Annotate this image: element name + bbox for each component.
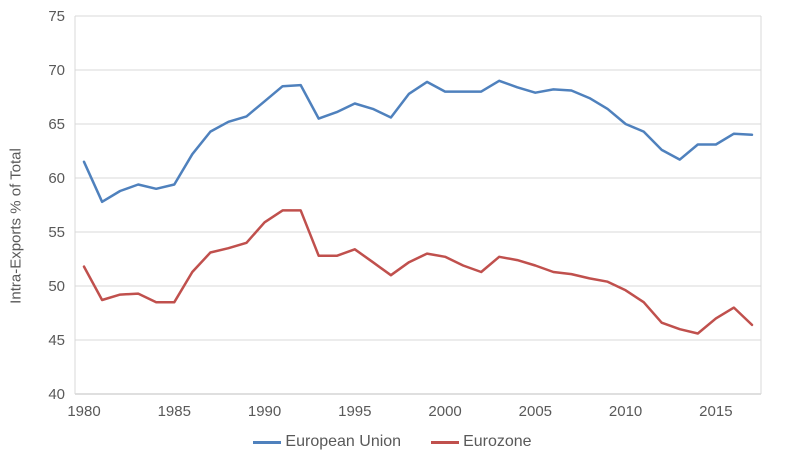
y-tick-label-55: 55 bbox=[48, 224, 65, 241]
x-tick-label-2010: 2010 bbox=[609, 403, 642, 420]
y-tick-label-60: 60 bbox=[48, 170, 65, 187]
series-line-eurozone bbox=[82, 209, 754, 335]
legend-label-european-union: European Union bbox=[285, 433, 402, 450]
x-tick-label-1995: 1995 bbox=[338, 403, 371, 420]
y-axis-title: Intra-Exports % of Total bbox=[7, 148, 25, 304]
y-tick-label-75: 75 bbox=[48, 8, 65, 25]
x-tick-label-2005: 2005 bbox=[519, 403, 552, 420]
y-tick-label-65: 65 bbox=[48, 116, 65, 133]
legend-item-european-union: European Union bbox=[253, 433, 401, 451]
x-tick-label-1990: 1990 bbox=[248, 403, 281, 420]
x-tick-label-2015: 2015 bbox=[699, 403, 732, 420]
x-tick-label-2000: 2000 bbox=[428, 403, 461, 420]
y-tick-label-70: 70 bbox=[48, 62, 65, 79]
y-tick-label-50: 50 bbox=[48, 278, 65, 295]
x-tick-label-1980: 1980 bbox=[67, 403, 100, 420]
legend-line-swatch-european-union bbox=[253, 440, 282, 444]
y-tick-label-40: 40 bbox=[48, 386, 65, 403]
legend-label-eurozone: Eurozone bbox=[463, 433, 532, 450]
chart-legend: European Union Eurozone bbox=[0, 433, 785, 451]
legend-line-swatch-eurozone bbox=[431, 440, 460, 444]
x-tick-label-1985: 1985 bbox=[158, 403, 191, 420]
series-line-european-union bbox=[82, 79, 754, 204]
y-tick-label-45: 45 bbox=[48, 332, 65, 349]
legend-item-eurozone: Eurozone bbox=[431, 433, 532, 451]
